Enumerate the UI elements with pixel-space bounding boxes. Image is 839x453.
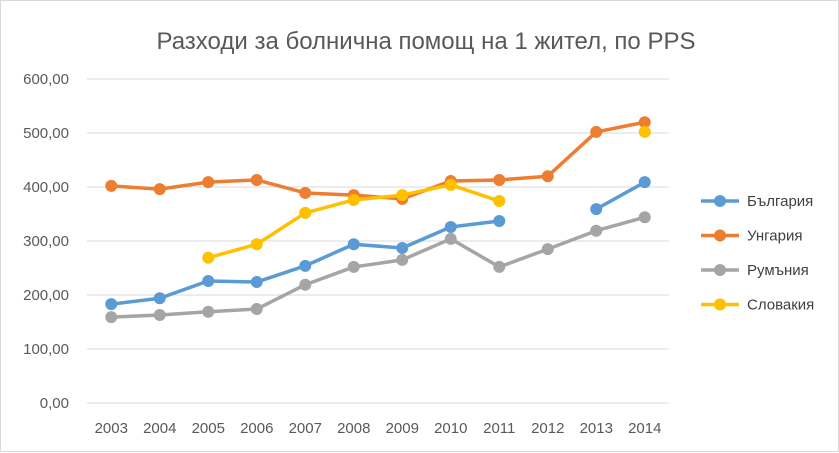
data-point — [396, 253, 409, 266]
series-0 — [105, 176, 651, 311]
y-tick-label: 100,00 — [23, 341, 69, 358]
x-tick-label: 2013 — [580, 420, 613, 437]
legend-label: Унгария — [747, 228, 802, 245]
legend-marker — [714, 264, 726, 276]
data-point — [493, 195, 506, 208]
y-tick-label: 500,00 — [23, 125, 69, 142]
legend-label: Румъния — [747, 262, 809, 279]
data-point — [105, 298, 118, 311]
data-point — [202, 274, 215, 287]
series-line — [595, 180, 646, 211]
data-point — [202, 305, 215, 318]
x-tick-label: 2009 — [386, 420, 419, 437]
data-point — [590, 125, 603, 138]
data-point — [299, 259, 312, 272]
x-tick-label: 2011 — [483, 420, 515, 437]
legend-marker — [714, 229, 726, 242]
y-tick-label: 400,00 — [23, 179, 69, 196]
x-tick-label: 2004 — [143, 420, 176, 437]
series-1 — [105, 116, 651, 205]
series-3 — [202, 125, 651, 264]
data-point — [444, 220, 457, 233]
data-point — [444, 178, 457, 191]
x-tick-label: 2014 — [628, 420, 661, 437]
data-point — [444, 232, 457, 245]
data-point — [153, 308, 166, 321]
data-point — [299, 278, 312, 291]
data-point — [250, 173, 263, 186]
data-point — [638, 176, 651, 189]
data-point — [347, 193, 360, 206]
x-tick-label: 2010 — [434, 420, 467, 437]
data-point — [250, 276, 263, 289]
data-point — [347, 260, 360, 273]
data-point — [299, 186, 312, 199]
x-tick-label: 2003 — [95, 420, 128, 437]
chart-title: Разходи за болнична помощ на 1 жител, по… — [157, 28, 696, 55]
x-tick-label: 2006 — [240, 420, 273, 437]
y-tick-label: 0,00 — [40, 395, 69, 412]
data-point — [541, 170, 554, 183]
data-point — [493, 260, 506, 273]
y-tick-label: 200,00 — [23, 287, 69, 304]
data-point — [250, 303, 263, 316]
series-line — [111, 215, 646, 319]
data-point — [638, 125, 651, 138]
x-tick-label: 2012 — [531, 420, 564, 437]
data-point — [105, 311, 118, 324]
data-point — [347, 238, 360, 251]
data-point — [153, 292, 166, 305]
data-point — [202, 251, 215, 264]
legend-label: България — [747, 193, 813, 210]
data-point — [153, 183, 166, 196]
data-point — [638, 211, 651, 224]
data-point — [541, 243, 554, 256]
y-tick-label: 300,00 — [23, 233, 69, 250]
data-point — [493, 215, 506, 228]
data-point — [299, 206, 312, 219]
data-point — [590, 224, 603, 237]
x-tick-label: 2005 — [192, 420, 225, 437]
data-point — [250, 238, 263, 251]
data-point — [638, 116, 651, 129]
series-2 — [105, 211, 651, 324]
data-point — [396, 189, 409, 202]
legend-label: Словакия — [747, 297, 814, 314]
y-tick-label: 600,00 — [23, 71, 69, 88]
data-point — [396, 242, 409, 255]
data-point — [105, 179, 118, 192]
x-tick-label: 2008 — [337, 420, 370, 437]
data-point — [590, 203, 603, 216]
data-point — [493, 173, 506, 186]
legend-marker — [714, 298, 726, 311]
legend-marker — [714, 195, 726, 207]
x-tick-label: 2007 — [289, 420, 322, 437]
data-point — [202, 176, 215, 189]
